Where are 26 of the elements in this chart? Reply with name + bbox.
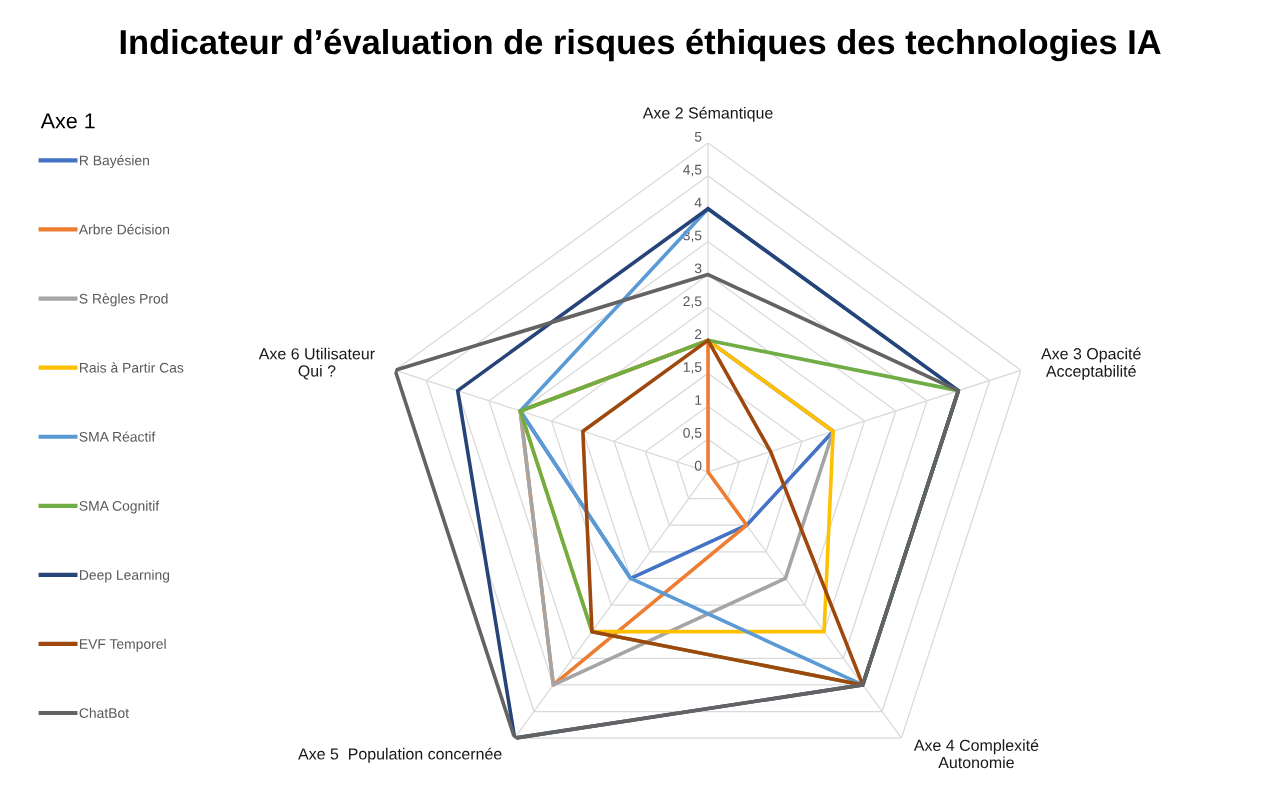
y-tick-label: 0	[694, 460, 702, 471]
legend-label: Rais à Partir Cas	[79, 362, 184, 373]
y-tick-label: 5	[694, 131, 702, 142]
spoke-label: Axe 6 Utilisateur Qui ?	[258, 347, 375, 380]
spoke-label: Axe 3 Opacité Acceptabilité	[1041, 347, 1141, 381]
legend-label: EVF Temporel	[79, 638, 166, 652]
legend-title: Axe 1	[40, 113, 95, 129]
y-tick-label: 4,5	[683, 164, 702, 177]
y-tick-label: 2,5	[683, 296, 702, 308]
spoke-label: Axe 5 Population concernée	[298, 747, 502, 763]
legend-label: SMA Réactif	[79, 431, 156, 442]
legend-label: S Règles Prod	[79, 293, 168, 307]
y-tick-label: 4	[694, 197, 702, 208]
legend-label: SMA Cognitif	[79, 500, 160, 514]
spoke-label: Axe 4 Complexité Autonomie	[913, 739, 1039, 769]
y-tick-label: 0,5	[683, 427, 702, 440]
legend-label: Deep Learning	[79, 569, 170, 583]
legend-label: Arbre Décision	[78, 224, 170, 235]
legend-label: R Bayésien	[79, 154, 149, 169]
chart-title: Indicateur d’évaluation de risques éthiques des technologies IA	[120, 28, 1161, 62]
y-tick-label: 1	[695, 395, 702, 405]
y-tick-label: 1,5	[683, 362, 702, 374]
legend-label: ChatBot	[79, 707, 129, 718]
spoke-label: Axe 2 Sémantique	[642, 106, 773, 122]
y-tick-label: 3	[694, 263, 702, 274]
y-tick-label: 2	[695, 329, 702, 339]
